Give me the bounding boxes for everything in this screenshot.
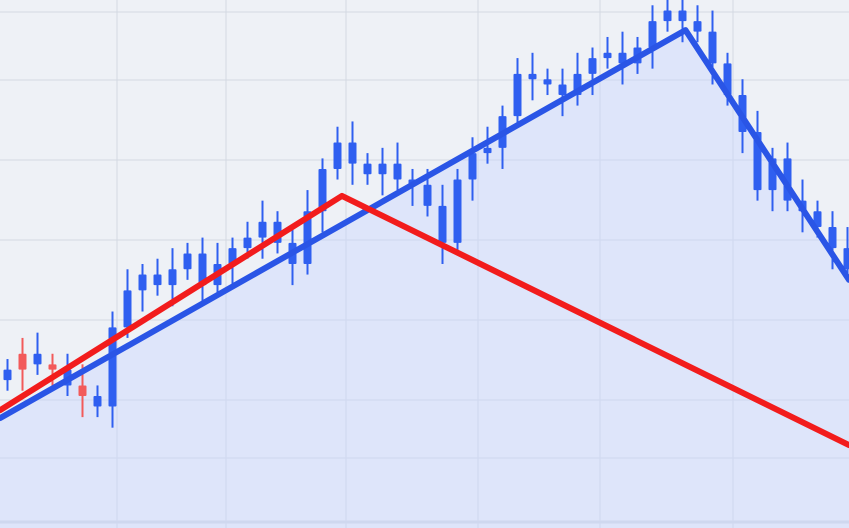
candle-body (18, 353, 27, 370)
candle-body (348, 142, 357, 164)
candles (3, 0, 849, 428)
trend-area (0, 30, 849, 528)
candle-body (138, 274, 147, 291)
candle-body (543, 79, 552, 85)
candle-body (483, 147, 492, 154)
trend-line (0, 27, 849, 422)
candle-body (48, 364, 57, 370)
candle-body (813, 211, 822, 228)
candle-body (438, 205, 447, 243)
candle-body (588, 58, 597, 74)
candle-body (243, 237, 252, 249)
candle-body (468, 153, 477, 180)
candle-body (393, 163, 402, 180)
candle-body (108, 327, 117, 407)
candle-body (333, 142, 342, 169)
candle-body (618, 52, 627, 64)
candle-body (843, 248, 849, 270)
candle-body (423, 184, 432, 206)
candle-body (258, 221, 267, 238)
candle-body (708, 31, 717, 64)
candle-body (198, 253, 207, 286)
candle-body (3, 369, 12, 381)
candle-body (828, 227, 837, 249)
candle-body (528, 73, 537, 80)
candle-body (678, 10, 687, 22)
candle-body (303, 211, 312, 264)
candle-body (123, 290, 132, 328)
candle-body (513, 73, 522, 117)
candle-body (663, 10, 672, 22)
candle-body (363, 163, 372, 175)
candle-body (318, 168, 327, 212)
candle-body (453, 179, 462, 243)
candle-body (78, 385, 87, 396)
candle-body (93, 396, 102, 407)
area-fill (0, 30, 849, 528)
candle-body (693, 21, 702, 32)
candle-body (183, 253, 192, 270)
candle-body (153, 274, 162, 286)
candle-body (378, 163, 387, 175)
trend-line (0, 192, 849, 449)
candle-body (648, 21, 657, 48)
trend-lines (0, 27, 849, 449)
candle-body (33, 353, 42, 365)
candle-body (603, 52, 612, 59)
candle-body (168, 269, 177, 286)
candle-body (558, 84, 567, 96)
